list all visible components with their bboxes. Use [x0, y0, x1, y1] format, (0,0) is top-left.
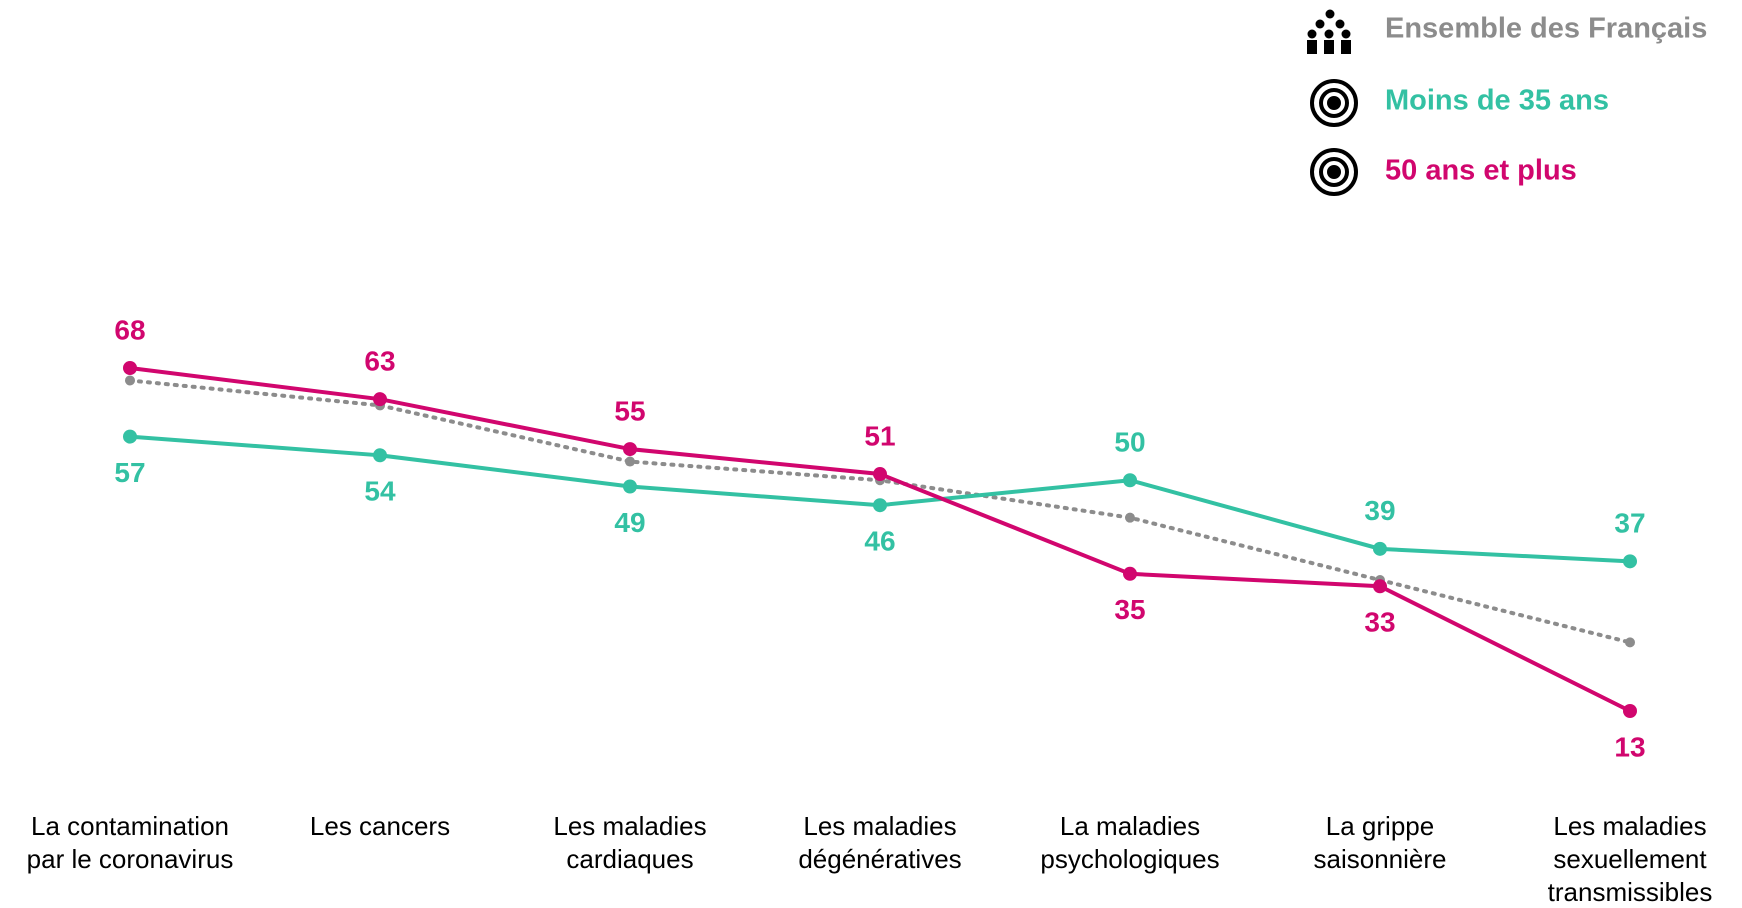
point	[1373, 541, 1387, 556]
point	[373, 392, 387, 407]
x-tick-label: Les maladies sexuellement transmissibles	[1548, 811, 1713, 907]
point	[873, 498, 887, 513]
legend-icon-people	[1307, 9, 1351, 54]
x-tick-label: La maladies psychologiques	[1040, 811, 1219, 874]
point	[1125, 512, 1135, 523]
data-label: 49	[614, 507, 645, 538]
point	[123, 429, 137, 444]
data-label: 33	[1364, 607, 1395, 638]
point	[373, 448, 387, 463]
x-tick-label: Les cancers	[310, 811, 450, 841]
legend-label: Ensemble des Français	[1385, 13, 1707, 45]
point	[623, 479, 637, 494]
data-label: 63	[364, 346, 395, 377]
point	[873, 467, 887, 482]
data-label: 46	[864, 526, 895, 557]
legend-label: Moins de 35 ans	[1385, 85, 1609, 117]
data-label: 68	[114, 314, 145, 345]
data-label: 50	[1114, 427, 1145, 458]
x-tick-label: La grippe saisonnière	[1314, 811, 1447, 874]
point	[1373, 579, 1387, 594]
x-tick-label: Les maladies cardiaques	[553, 811, 706, 874]
legend-label: 50 ans et plus	[1385, 155, 1577, 187]
data-label: 51	[864, 420, 895, 451]
point	[1625, 637, 1635, 648]
x-tick-label: Les maladies dégénératives	[798, 811, 961, 874]
data-label: 57	[114, 457, 145, 488]
point	[1123, 473, 1137, 488]
point	[623, 442, 637, 457]
data-label: 13	[1614, 731, 1645, 762]
point	[1623, 554, 1637, 569]
data-label: 39	[1364, 495, 1395, 526]
data-label: 35	[1114, 594, 1145, 625]
data-label: 55	[614, 395, 645, 426]
point	[123, 361, 137, 375]
legend-icon-target	[1310, 79, 1358, 127]
point	[1123, 566, 1137, 581]
legend-icon-target	[1310, 148, 1358, 196]
point	[125, 375, 135, 386]
point	[1623, 704, 1637, 718]
data-label: 37	[1614, 508, 1645, 539]
point	[625, 456, 635, 467]
data-label: 54	[364, 476, 396, 507]
x-tick-label: La contamination par le coronavirus	[27, 811, 234, 874]
